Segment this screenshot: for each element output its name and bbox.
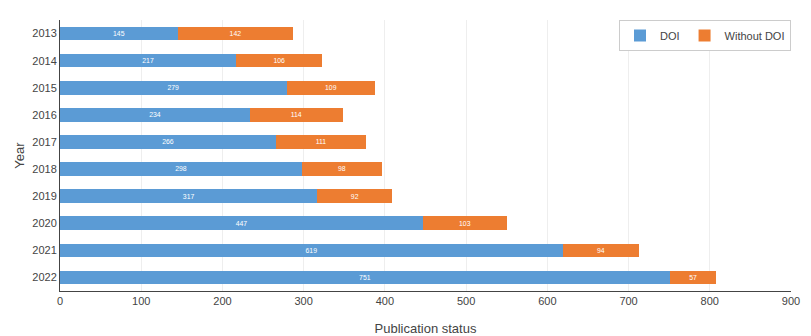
svg-text:2015: 2015 [32,82,56,94]
svg-text:317: 317 [183,193,195,200]
svg-text:600: 600 [538,295,556,307]
svg-text:2018: 2018 [32,163,56,175]
svg-text:298: 298 [175,165,187,172]
svg-text:447: 447 [236,220,248,227]
svg-text:900: 900 [782,295,800,307]
svg-text:114: 114 [291,111,302,118]
svg-text:2017: 2017 [32,136,56,148]
svg-text:DOI: DOI [660,30,680,42]
svg-text:92: 92 [351,193,359,200]
svg-text:2020: 2020 [32,217,56,229]
svg-text:217: 217 [142,57,154,64]
svg-text:Publication status: Publication status [375,321,477,336]
svg-text:2021: 2021 [32,244,56,256]
svg-text:Without DOI: Without DOI [725,30,785,42]
svg-text:0: 0 [57,295,63,307]
svg-text:57: 57 [689,274,697,281]
svg-text:2022: 2022 [32,271,56,283]
svg-text:700: 700 [619,295,637,307]
svg-text:106: 106 [273,57,285,64]
svg-text:234: 234 [149,111,161,118]
svg-text:2013: 2013 [32,27,56,39]
svg-text:2016: 2016 [32,109,56,121]
svg-text:142: 142 [230,30,242,37]
svg-text:800: 800 [701,295,719,307]
svg-text:751: 751 [359,274,371,281]
svg-text:200: 200 [213,295,231,307]
svg-text:300: 300 [294,295,312,307]
svg-text:2019: 2019 [32,190,56,202]
svg-text:400: 400 [376,295,394,307]
svg-text:109: 109 [325,84,337,91]
svg-text:500: 500 [457,295,475,307]
svg-text:145: 145 [113,30,125,37]
svg-text:Year: Year [12,142,27,169]
svg-text:103: 103 [459,220,471,227]
svg-text:266: 266 [162,138,174,145]
svg-text:279: 279 [167,84,179,91]
svg-text:100: 100 [132,295,150,307]
svg-text:619: 619 [306,247,318,254]
svg-text:2014: 2014 [32,55,56,67]
svg-text:98: 98 [338,165,346,172]
svg-text:94: 94 [597,247,605,254]
svg-text:111: 111 [316,138,327,145]
